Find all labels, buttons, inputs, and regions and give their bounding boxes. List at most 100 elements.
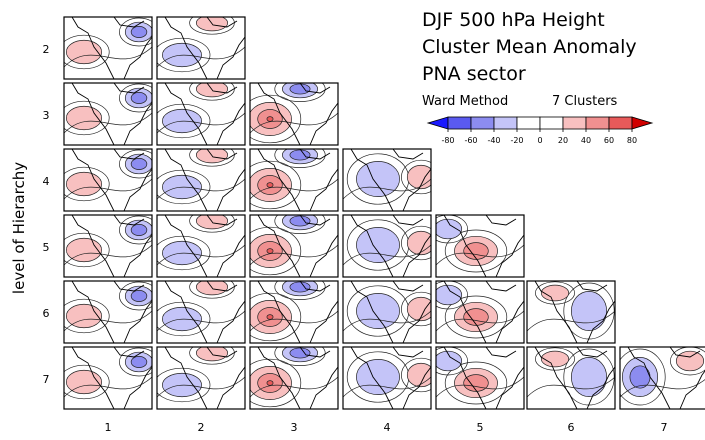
colorbar-segment bbox=[540, 117, 563, 129]
map-panel bbox=[59, 149, 159, 211]
column-label: 5 bbox=[477, 421, 484, 434]
anomaly-contour bbox=[267, 183, 273, 188]
anomaly-contour bbox=[541, 351, 568, 367]
map-panel bbox=[154, 342, 245, 409]
map-panel bbox=[343, 215, 441, 277]
map-panel bbox=[239, 76, 338, 145]
map-panel bbox=[154, 78, 245, 145]
anomaly-contour bbox=[66, 304, 101, 328]
anomaly-contour bbox=[464, 375, 489, 392]
anomaly-contour bbox=[290, 216, 310, 226]
map-panel bbox=[154, 276, 245, 343]
colorbar-tick-label: 60 bbox=[604, 136, 614, 145]
anomaly-contour bbox=[267, 117, 273, 122]
map-panel bbox=[428, 281, 524, 343]
colorbar-tick-label: 20 bbox=[558, 136, 568, 145]
map-panel bbox=[59, 281, 159, 343]
anomaly-contour bbox=[290, 282, 310, 292]
anomaly-contour bbox=[676, 351, 703, 371]
colorbar-segment bbox=[494, 117, 517, 129]
column-label: 6 bbox=[568, 421, 575, 434]
map-panel bbox=[343, 281, 441, 343]
anomaly-contour bbox=[131, 92, 147, 103]
map-panel bbox=[239, 142, 338, 211]
anomaly-contour bbox=[290, 348, 310, 358]
colorbar-tick-label: -40 bbox=[487, 136, 500, 145]
anomaly-contour bbox=[267, 381, 273, 386]
legend-clusters: 7 Clusters bbox=[552, 94, 618, 109]
colorbar-segment bbox=[563, 117, 586, 129]
colorbar-segment bbox=[448, 117, 471, 129]
figure: DJF 500 hPa Height Cluster Mean Anomaly … bbox=[0, 0, 705, 436]
y-axis-label: level of Hierarchy bbox=[10, 162, 28, 294]
colorbar-tick-label: 80 bbox=[627, 136, 637, 145]
colorbar-segment bbox=[471, 117, 494, 129]
colorbar-arrow bbox=[428, 117, 448, 129]
anomaly-contour bbox=[356, 359, 399, 394]
anomaly-contour bbox=[131, 26, 147, 37]
colorbar-tick-label: -80 bbox=[441, 136, 454, 145]
map-panel bbox=[343, 149, 441, 211]
map-panel bbox=[239, 208, 338, 277]
anomaly-contour bbox=[131, 290, 147, 301]
anomaly-contour bbox=[66, 40, 101, 64]
column-label: 3 bbox=[291, 421, 298, 434]
colorbar-tick-label: -60 bbox=[464, 136, 477, 145]
anomaly-contour bbox=[66, 238, 101, 262]
anomaly-contour bbox=[464, 243, 489, 260]
row-label: 4 bbox=[43, 175, 50, 188]
map-panel bbox=[615, 347, 705, 409]
title-line: Cluster Mean Anomaly bbox=[422, 36, 637, 58]
row-label: 6 bbox=[43, 307, 50, 320]
column-label: 1 bbox=[105, 421, 112, 434]
title-line: DJF 500 hPa Height bbox=[422, 9, 605, 31]
anomaly-contour bbox=[571, 357, 606, 396]
anomaly-contour bbox=[66, 172, 101, 196]
anomaly-contour bbox=[66, 106, 101, 130]
anomaly-contour bbox=[267, 315, 273, 320]
map-panel bbox=[343, 347, 441, 409]
colorbar-segment bbox=[586, 117, 609, 129]
colorbar-tick-label: 40 bbox=[581, 136, 591, 145]
legend-method: Ward Method bbox=[422, 94, 508, 109]
anomaly-contour bbox=[131, 158, 147, 169]
map-panel bbox=[239, 274, 338, 343]
colorbar-segment bbox=[609, 117, 632, 129]
map-panel bbox=[527, 347, 615, 409]
row-label: 7 bbox=[43, 373, 50, 386]
map-panel bbox=[154, 210, 245, 277]
anomaly-contour bbox=[356, 227, 399, 262]
map-panel bbox=[428, 347, 524, 409]
anomaly-contour bbox=[131, 356, 147, 367]
row-label: 3 bbox=[43, 109, 50, 122]
anomaly-contour bbox=[356, 161, 399, 196]
column-label: 4 bbox=[384, 421, 391, 434]
map-panel bbox=[59, 347, 159, 409]
row-label: 2 bbox=[43, 43, 50, 56]
colorbar-tick-label: -20 bbox=[510, 136, 523, 145]
map-panel bbox=[154, 144, 245, 211]
colorbar-tick-label: 0 bbox=[537, 136, 542, 145]
column-label: 7 bbox=[661, 421, 668, 434]
anomaly-contour bbox=[571, 291, 606, 330]
colorbar-arrow bbox=[632, 117, 652, 129]
anomaly-contour bbox=[267, 249, 273, 254]
anomaly-contour bbox=[131, 224, 147, 235]
column-label: 2 bbox=[198, 421, 205, 434]
anomaly-contour bbox=[541, 285, 568, 301]
map-panel bbox=[527, 281, 615, 343]
anomaly-contour bbox=[356, 293, 399, 328]
anomaly-contour bbox=[464, 309, 489, 326]
map-panel bbox=[239, 340, 338, 409]
map-panel bbox=[428, 215, 524, 277]
colorbar-segment bbox=[517, 117, 540, 129]
anomaly-contour bbox=[66, 370, 101, 394]
map-panel bbox=[59, 17, 159, 79]
anomaly-contour bbox=[290, 84, 310, 94]
title-line: PNA sector bbox=[422, 63, 526, 85]
anomaly-contour bbox=[290, 150, 310, 160]
map-panel bbox=[154, 12, 245, 79]
row-label: 5 bbox=[43, 241, 50, 254]
map-panel bbox=[59, 215, 159, 277]
map-panel bbox=[59, 83, 159, 145]
